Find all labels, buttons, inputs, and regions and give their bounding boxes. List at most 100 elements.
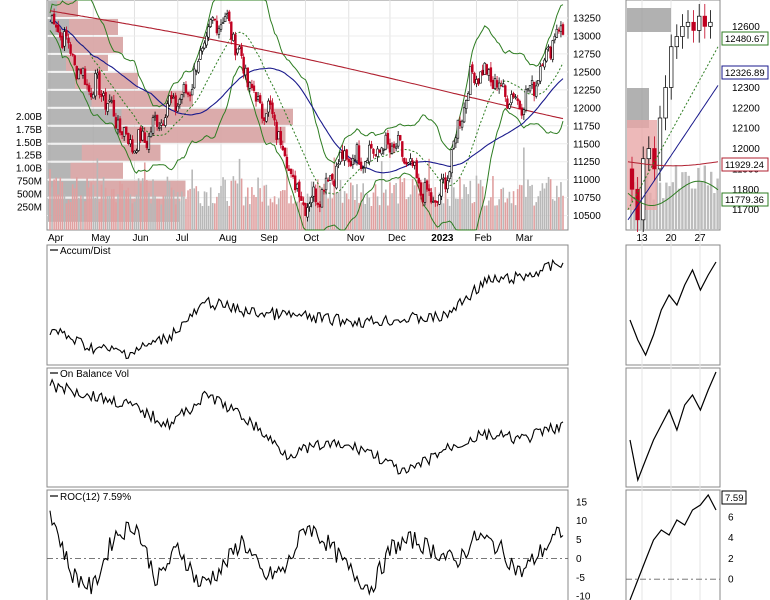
volume-bar [512,191,515,230]
volume-bar [133,201,136,230]
badge-roc-box [721,490,747,505]
volume-bar [455,198,457,230]
volume-bar [457,198,459,230]
candle-body [469,66,472,96]
candle-body [370,143,373,149]
candle-body [180,94,184,100]
candle-body [347,158,350,163]
volume-bar [238,158,241,230]
candle-body [174,95,177,112]
volume-bar [158,198,160,230]
volume-bar [477,183,480,230]
volume-bar [170,187,173,230]
candle-body [261,103,264,119]
candle-body [199,50,202,60]
volume-tick-label: 1.25B [16,151,42,162]
candle-body [522,109,526,115]
candle-body [460,120,464,128]
candle-body [495,80,499,88]
candle-body [339,151,342,163]
volume-bar [378,205,381,230]
price-tick-label: 11750 [573,121,601,132]
volume-bar [409,194,412,230]
zoom-volume-bar [690,188,694,230]
candle-body [328,175,332,181]
volume-bar [201,205,204,230]
volume-bar [341,202,344,230]
volume-bar [222,177,224,230]
volume-bar [143,162,146,230]
volume-bar [374,184,377,230]
roc-tick-label: -10 [576,592,591,600]
volume-bar [331,198,334,230]
candle-body [442,177,445,180]
candle-body [378,149,381,153]
roc-tick-label: 10 [576,516,588,527]
zoom-date-label: 13 [636,233,648,244]
candle-body [456,119,460,139]
volume-bar [510,203,513,230]
candle-body [436,200,439,203]
candle-body [541,64,544,67]
zoom-volume-bar [681,172,684,230]
volume-bar [545,182,548,230]
candle-body [102,92,105,97]
candle-body [491,79,495,89]
volume-bar [446,198,449,230]
volume-bar [541,183,544,230]
price-tick-label: 11500 [573,139,601,150]
bollinger-upper-line [49,0,564,164]
candle-body [396,135,400,147]
candle-body [296,183,299,189]
volume-bar [94,197,97,230]
volume-bar [195,186,198,230]
roc-line [49,510,564,596]
candle-body [279,131,282,146]
candle-body [155,114,159,127]
volume-bar [397,203,399,230]
volume-bar [471,203,474,230]
zoom-candle-body [652,148,657,170]
volume-bar [178,201,181,230]
volume-bar [520,185,523,230]
volume-bar [337,192,340,230]
candle-body [343,150,346,161]
volume-bar [467,194,470,230]
volume-bar [78,197,80,230]
volume-bar [113,188,115,230]
zoom-volume-bar [694,188,697,230]
zoom-roc-tick-label: 0 [728,575,734,586]
candle-body [153,115,157,118]
volume-bar [119,181,121,230]
volume-bar [73,188,76,230]
candle-body [514,96,517,99]
candle-body [96,72,99,76]
candle-body [349,160,352,167]
candle-body [372,148,375,154]
candle-body [271,102,274,115]
price-tick-label: 10750 [573,193,601,204]
volume-bar [420,194,422,230]
volume-bar [160,204,163,230]
volume-bar [174,204,177,230]
volume-bar [168,181,171,230]
price-tick-label: 11250 [573,157,601,168]
volume-bar [473,201,476,230]
volume-bar [556,185,558,230]
candle-body [481,69,484,76]
on-balance-vol-title: On Balance Vol [60,369,129,380]
candle-body [228,11,231,22]
volume-bar [253,194,255,230]
zoom-candle-body [691,21,696,31]
candle-body [425,180,429,190]
volume-bar [389,182,391,230]
volume-bar [244,196,247,230]
candle-body [537,80,540,85]
volume-bar [102,177,105,230]
volume-bar [251,187,253,230]
candle-body [506,98,509,109]
volume-bar [162,195,165,230]
month-label: Oct [303,233,319,244]
candle-body [81,67,85,76]
volume-bar [71,184,74,230]
